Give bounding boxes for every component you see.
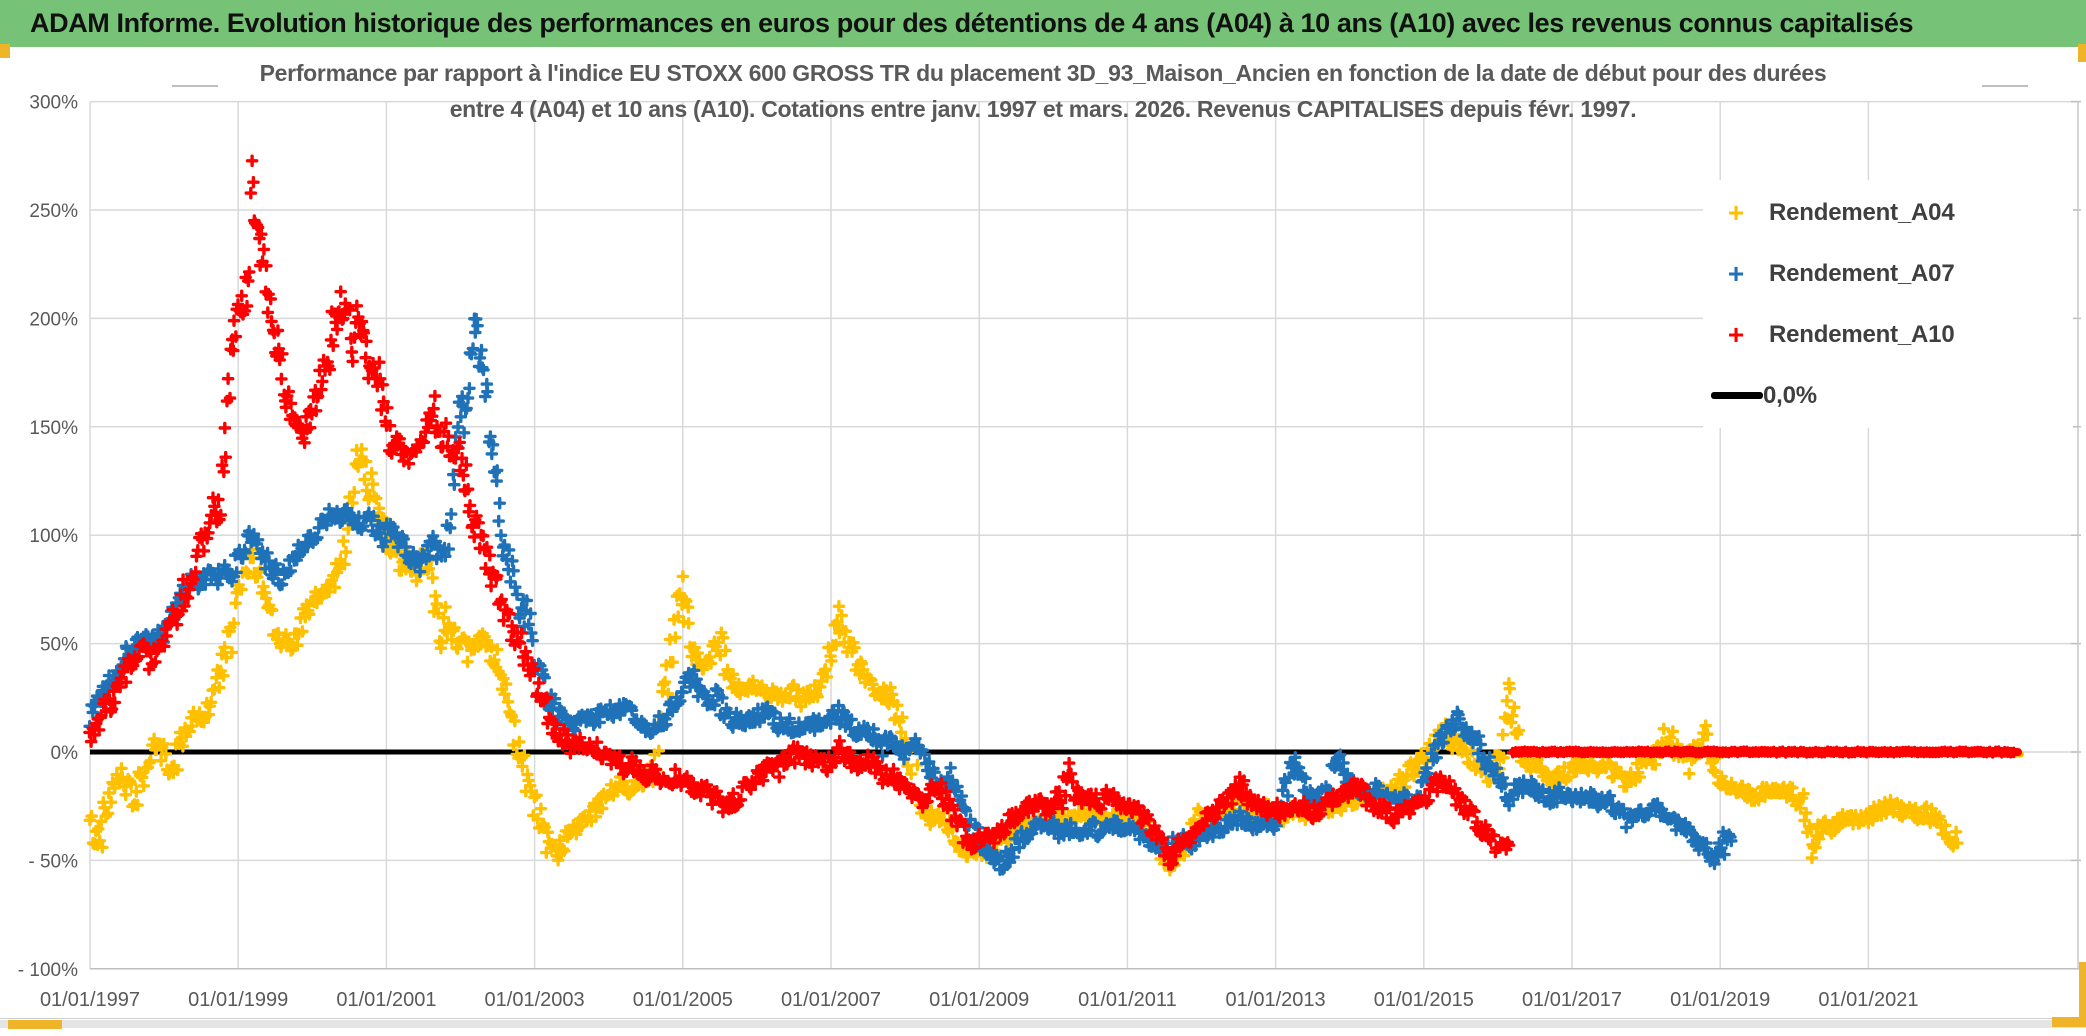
x-axis-tick-label: 01/01/2017 bbox=[1522, 989, 1622, 1011]
frame-edge-right-bottom bbox=[2079, 962, 2086, 1026]
y-axis-tick-label: 250% bbox=[29, 201, 78, 222]
plus-marker-icon-a07: + bbox=[1727, 257, 1745, 289]
x-axis-tick-label: 01/01/2009 bbox=[929, 989, 1029, 1011]
frame-bottom-bar bbox=[0, 1020, 2086, 1028]
legend-item-rendement-a04: + Rendement_A04 bbox=[1703, 185, 2073, 241]
frame-bottom-line bbox=[0, 1018, 2086, 1019]
y-axis-tick-label: 300% bbox=[29, 93, 78, 114]
series-Rendement_A10 bbox=[83, 154, 1516, 871]
legend-label: 0,0% bbox=[1763, 381, 1817, 409]
frame-corner-bottom-left bbox=[8, 1020, 62, 1029]
y-axis-tick-label: 50% bbox=[40, 635, 78, 656]
frame-corner-bottom-right bbox=[2052, 1017, 2086, 1027]
chart-title-line1: Performance par rapport à l'indice EU ST… bbox=[259, 60, 1827, 86]
plus-marker-icon-a10: + bbox=[1727, 318, 1745, 350]
legend-label: Rendement_A04 bbox=[1769, 198, 1955, 226]
x-axis-tick-label: 01/01/2001 bbox=[336, 989, 436, 1011]
chart-title-line2: entre 4 (A04) et 10 ans (A10). Cotations… bbox=[449, 96, 1637, 122]
legend-item-rendement-a10: + Rendement_A10 bbox=[1703, 307, 2073, 363]
legend-item-zero-line: 0,0% bbox=[1703, 368, 2073, 424]
y-axis-tick-label: 100% bbox=[29, 526, 78, 547]
plus-marker-icon-a04: + bbox=[1727, 196, 1745, 228]
y-axis-tick-label: 0% bbox=[51, 743, 79, 764]
y-axis-tick-label: 200% bbox=[29, 309, 78, 330]
banner-title: ADAM Informe. Evolution historique des p… bbox=[0, 0, 2086, 47]
x-axis-tick-label: 01/01/2019 bbox=[1670, 989, 1770, 1011]
x-axis-tick-label: 01/01/1999 bbox=[188, 989, 288, 1011]
x-axis-tick-label: 01/01/2015 bbox=[1374, 989, 1474, 1011]
legend-label: Rendement_A07 bbox=[1769, 259, 1955, 287]
y-axis-tick-label: - 100% bbox=[18, 960, 78, 981]
series-Rendement_A04 bbox=[83, 442, 1964, 877]
x-axis-tick-label: 01/01/2021 bbox=[1818, 989, 1918, 1011]
zero-line-icon bbox=[1711, 392, 1763, 399]
x-axis-tick-label: 01/01/2007 bbox=[781, 989, 881, 1011]
frame-edge-left bbox=[0, 44, 10, 58]
x-axis-tick-label: 01/01/2013 bbox=[1226, 989, 1326, 1011]
legend-label: Rendement_A10 bbox=[1769, 320, 1955, 348]
frame-edge-right-top bbox=[2078, 44, 2086, 62]
legend-item-rendement-a07: + Rendement_A07 bbox=[1703, 246, 2073, 302]
zero-tail-markers-a10 bbox=[1506, 745, 2020, 759]
x-axis-tick-label: 01/01/1997 bbox=[40, 989, 140, 1011]
x-axis-tick-label: 01/01/2003 bbox=[485, 989, 585, 1011]
x-axis-tick-label: 01/01/2005 bbox=[633, 989, 733, 1011]
chart-title: Performance par rapport à l'indice EU ST… bbox=[0, 58, 2086, 124]
x-axis-tick-label: 01/01/2011 bbox=[1078, 989, 1177, 1011]
y-axis-tick-label: 150% bbox=[29, 418, 78, 439]
y-axis-tick-label: - 50% bbox=[28, 851, 78, 872]
legend: + Rendement_A04 + Rendement_A07 + Rendem… bbox=[1703, 180, 2073, 428]
